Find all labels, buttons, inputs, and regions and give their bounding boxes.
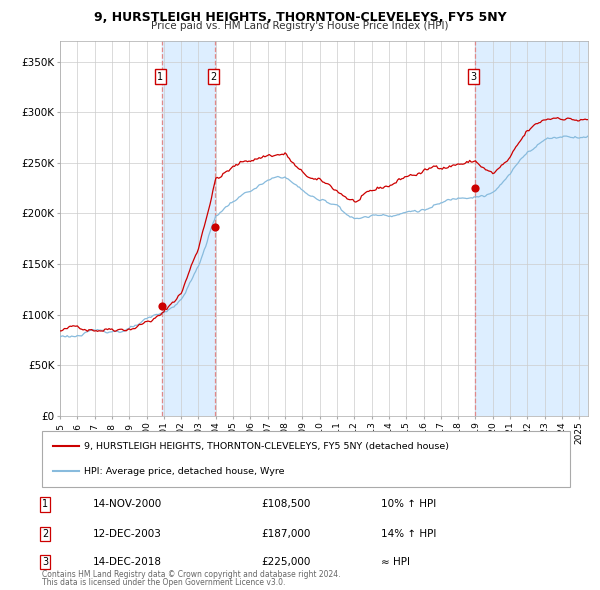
Text: ≈ HPI: ≈ HPI (381, 557, 410, 566)
Point (470, 183, 479, 193)
Text: HPI: Average price, detached house, Wyre: HPI: Average price, detached house, Wyre (84, 467, 285, 476)
Text: 14-NOV-2000: 14-NOV-2000 (93, 500, 162, 509)
Bar (161, 41, 215, 416)
Text: 2: 2 (211, 72, 217, 82)
Text: Price paid vs. HM Land Registry's House Price Index (HPI): Price paid vs. HM Land Registry's House … (151, 21, 449, 31)
Bar (475, 41, 588, 416)
Text: 10% ↑ HPI: 10% ↑ HPI (381, 500, 436, 509)
Text: 1: 1 (42, 500, 48, 509)
Text: 12-DEC-2003: 12-DEC-2003 (93, 529, 162, 539)
Text: 3: 3 (42, 557, 48, 566)
Text: 9, HURSTLEIGH HEIGHTS, THORNTON-CLEVELEYS, FY5 5NY: 9, HURSTLEIGH HEIGHTS, THORNTON-CLEVELEY… (94, 11, 506, 24)
FancyBboxPatch shape (42, 431, 570, 487)
Text: 2: 2 (42, 529, 48, 539)
Text: 14-DEC-2018: 14-DEC-2018 (93, 557, 162, 566)
Text: 14% ↑ HPI: 14% ↑ HPI (381, 529, 436, 539)
Text: £108,500: £108,500 (261, 500, 310, 509)
Text: Contains HM Land Registry data © Crown copyright and database right 2024.: Contains HM Land Registry data © Crown c… (42, 570, 341, 579)
Text: 9, HURSTLEIGH HEIGHTS, THORNTON-CLEVELEYS, FY5 5NY (detached house): 9, HURSTLEIGH HEIGHTS, THORNTON-CLEVELEY… (84, 442, 449, 451)
Point (210, 222, 220, 231)
Text: This data is licensed under the Open Government Licence v3.0.: This data is licensed under the Open Gov… (42, 578, 286, 587)
Text: 1: 1 (157, 72, 163, 82)
Text: £225,000: £225,000 (261, 557, 310, 566)
Point (157, 301, 166, 311)
Text: £187,000: £187,000 (261, 529, 310, 539)
Text: 3: 3 (470, 72, 476, 82)
